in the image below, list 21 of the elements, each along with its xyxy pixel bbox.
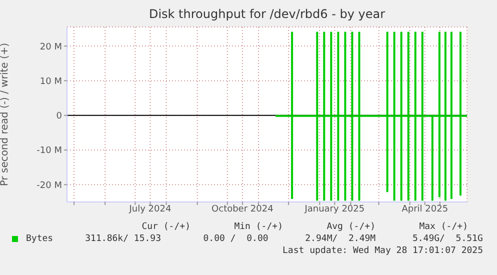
y-axis-title: Pr second read (-) / write (+) bbox=[0, 42, 11, 186]
x-tick-label: October 2024 bbox=[212, 204, 274, 214]
legend-label: Bytes bbox=[25, 234, 54, 244]
text: Max (-/+) bbox=[418, 222, 468, 232]
y-tick-label: 0 bbox=[56, 112, 62, 122]
text: Min (-/+) bbox=[233, 222, 283, 232]
x-tick-label: April 2025 bbox=[402, 204, 448, 214]
text: Avg (-/+) bbox=[326, 222, 376, 232]
chart-title: Disk throughput for /dev/rbd6 - by year bbox=[148, 7, 386, 21]
x-tick-label: January 2025 bbox=[304, 204, 365, 214]
text: 2.94M/ 2.49M bbox=[304, 234, 376, 244]
y-tick-label: 10 M bbox=[40, 76, 62, 87]
x-tick-label: July 2024 bbox=[128, 204, 172, 214]
text: 5.49G/ 5.51G bbox=[411, 234, 483, 244]
text: Last update: Wed May 28 17:01:07 2025 bbox=[282, 246, 483, 256]
y-tick-label: -20 M bbox=[36, 180, 62, 191]
text: 311.86k/ 15.93 bbox=[84, 234, 161, 244]
text: 0.00 / 0.00 bbox=[202, 234, 268, 244]
y-tick-label: -10 M bbox=[36, 146, 62, 156]
y-tick-label: 20 M bbox=[40, 42, 62, 52]
text: Cur (-/+) bbox=[140, 222, 190, 232]
